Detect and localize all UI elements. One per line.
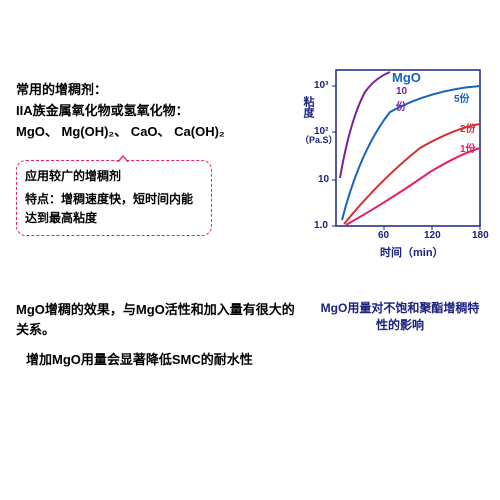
chart-caption: MgO用量对不饱和聚酯增稠特性的影响 <box>320 300 480 334</box>
ylabel-b: （Pa.S） <box>300 136 318 146</box>
series-1: 1份 <box>460 140 476 155</box>
xtick-1: 120 <box>424 230 441 241</box>
ylabel-a: 粘度 <box>300 96 316 118</box>
callout2-line1: 应用较广的增稠剂 <box>25 167 203 186</box>
viscosity-chart: 1.0 10 10² 10³ 60 120 180 粘度 （Pa.S） 时间（m… <box>300 60 490 290</box>
formulae: MgO、 Mg(OH)₂、 CaO、 Ca(OH)₂ <box>16 122 276 143</box>
bottom-para-2: 增加MgO用量会显著降低SMC的耐水性 <box>26 350 306 370</box>
callout2-line2: 特点：增稠速度快，短时间内能达到最高粘度 <box>25 190 203 228</box>
series-2: 2份 <box>460 120 476 135</box>
xlabel: 时间（min） <box>380 244 444 260</box>
ytick-3: 10³ <box>314 80 328 91</box>
bottom-para-1: MgO增稠的效果，与MgO活性和加入量有很大的关系。 <box>16 300 296 339</box>
xtick-0: 60 <box>378 230 389 241</box>
heading-group: IIA族金属氧化物或氢氧化物： <box>16 101 276 122</box>
series-10b: 份 <box>396 98 406 113</box>
series-10a: 10 <box>396 86 407 97</box>
chart-mgo-label: MgO <box>392 70 421 85</box>
heading-thickeners: 常用的增稠剂： <box>16 80 276 101</box>
ytick-1: 10 <box>318 174 329 185</box>
xtick-2: 180 <box>472 230 489 241</box>
series-5: 5份 <box>454 90 470 105</box>
ytick-0: 1.0 <box>314 220 328 231</box>
callout-mgo: 应用较广的增稠剂 特点：增稠速度快，短时间内能达到最高粘度 <box>16 160 212 236</box>
